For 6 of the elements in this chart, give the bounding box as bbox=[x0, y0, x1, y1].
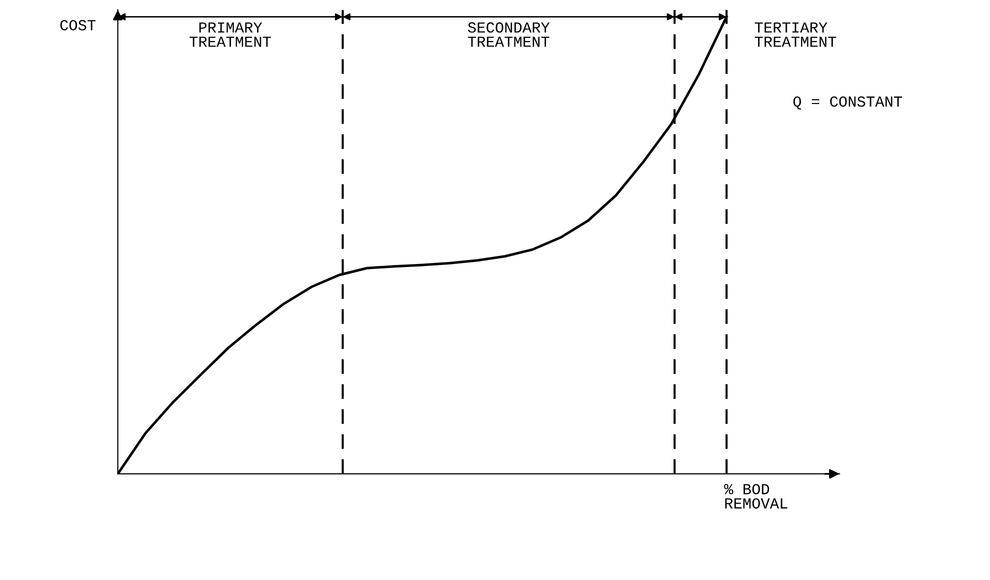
y-axis-title: COST bbox=[60, 20, 96, 30]
text: Q = CONSTANT bbox=[793, 96, 902, 110]
x-axis-title: % BOD REMOVAL bbox=[724, 484, 788, 509]
annotation: SECONDARY TREATMENT bbox=[468, 22, 550, 47]
annotation: PRIMARY TREATMENT bbox=[190, 22, 271, 47]
text: TERTIARY TREATMENT bbox=[754, 22, 836, 47]
